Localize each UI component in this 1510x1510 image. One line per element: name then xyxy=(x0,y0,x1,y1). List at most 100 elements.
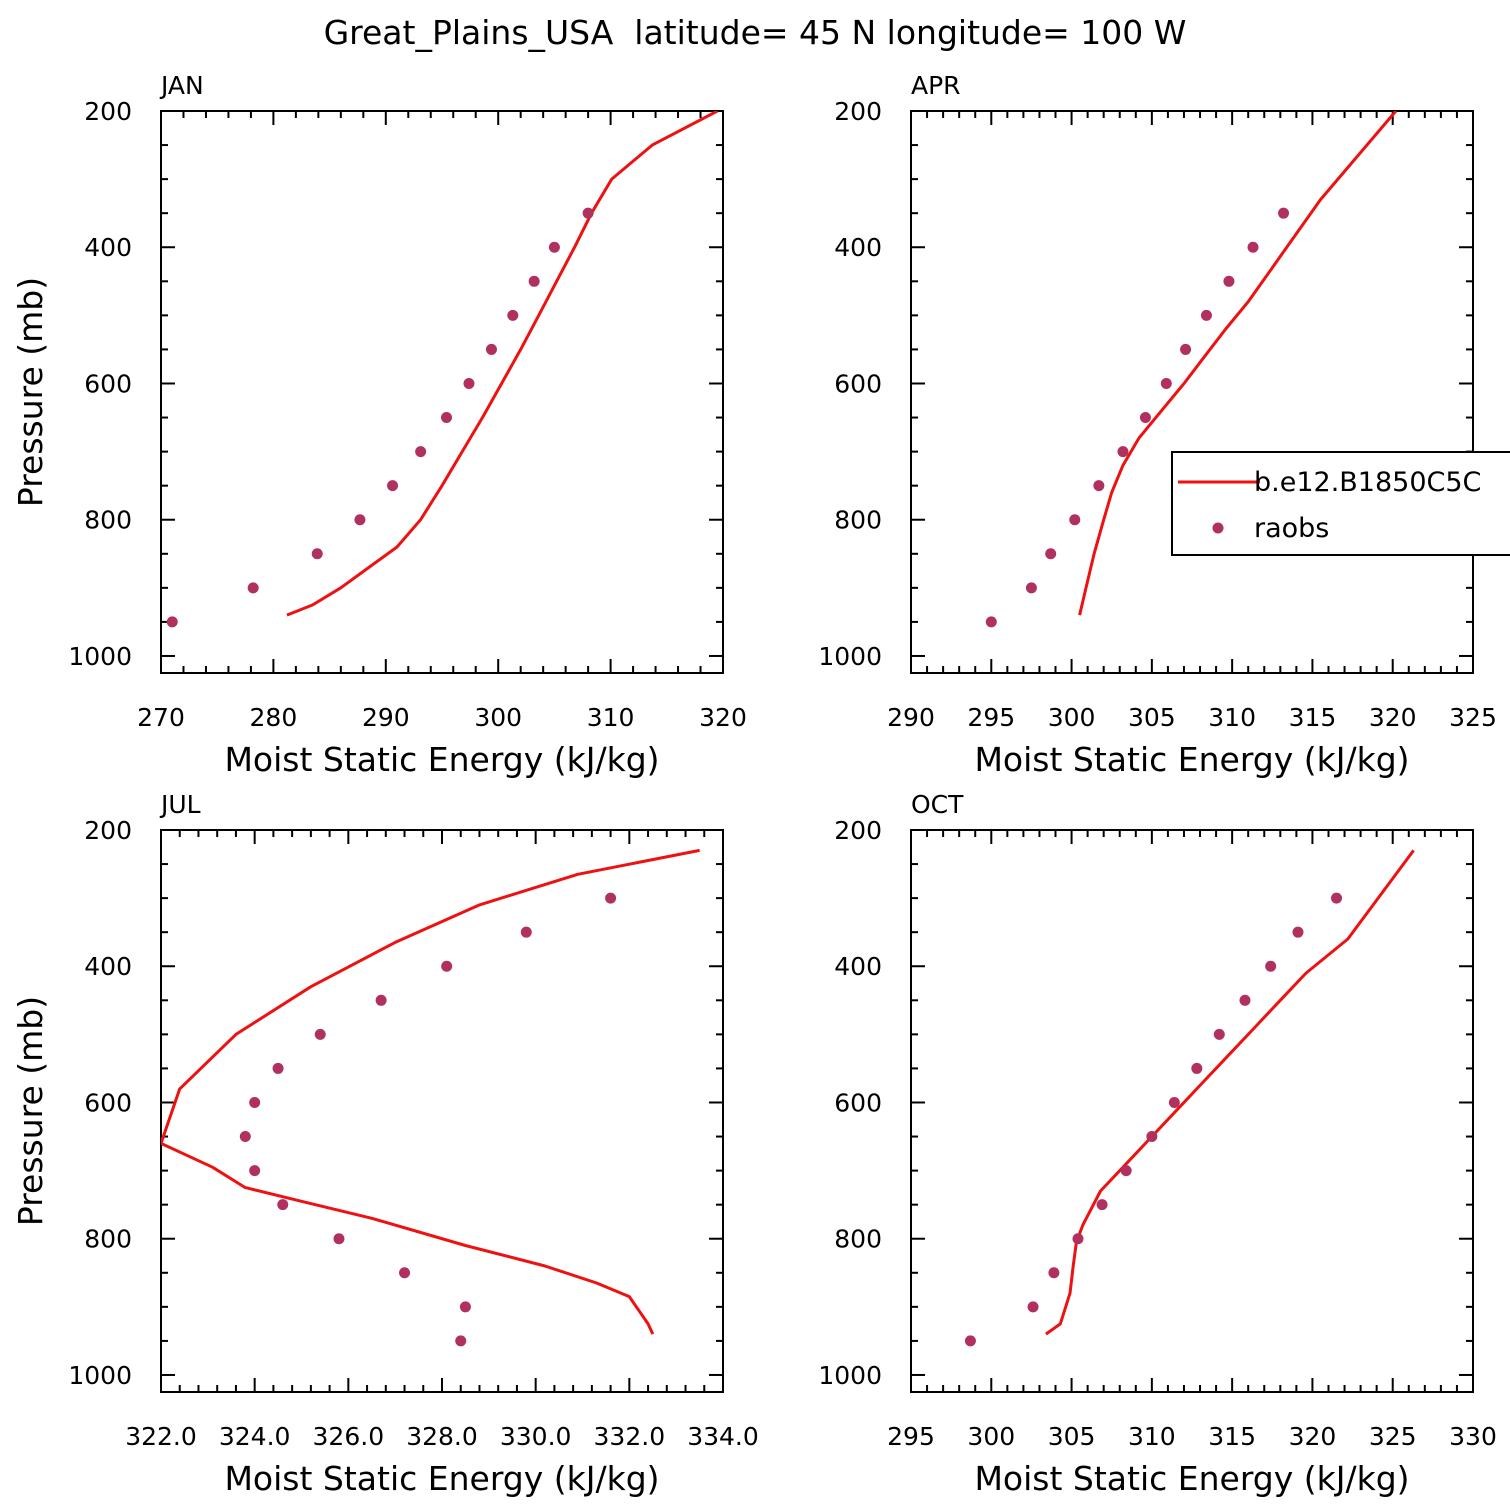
chart-panel-jul: 322.0 324.0 326.0 328.0 330.0 332.0 334.0 200 40… xyxy=(11,790,759,1498)
raobs-point xyxy=(1045,548,1057,560)
x-tick-label: 300 xyxy=(474,703,522,732)
y-tick-label: 400 xyxy=(84,952,132,981)
raobs-point xyxy=(605,892,617,904)
raobs-point xyxy=(1168,1096,1180,1108)
raobs-point xyxy=(485,343,497,355)
legend-label-model: b.e12.B1850C5C xyxy=(1254,467,1481,498)
raobs-point xyxy=(463,377,475,389)
panels: 270 280 290 300 310 320 200 400 600 800 1000 Moist … xyxy=(11,71,1510,1498)
raobs-point xyxy=(1239,994,1251,1006)
x-tick-label: 300 xyxy=(967,1422,1015,1451)
panel-title: JUL xyxy=(159,790,201,819)
x-tick-label: 324.0 xyxy=(219,1422,291,1451)
x-tick-label: 320 xyxy=(1369,703,1417,732)
x-tick-label: 295 xyxy=(967,703,1015,732)
raobs-point xyxy=(455,1335,467,1347)
raobs-point xyxy=(1160,377,1172,389)
x-tick-label: 334.0 xyxy=(687,1422,759,1451)
y-tick-label: 600 xyxy=(84,369,132,398)
raobs-point xyxy=(507,309,519,321)
x-tick-label: 280 xyxy=(250,703,298,732)
plot-frame xyxy=(910,829,1474,1393)
y-tick-label: 200 xyxy=(834,97,882,126)
plot-data xyxy=(985,111,1398,628)
raobs-point xyxy=(520,926,532,938)
raobs-point xyxy=(1139,412,1151,424)
raobs-point xyxy=(1027,1301,1039,1313)
raobs-point xyxy=(1292,926,1304,938)
x-tick-label: 270 xyxy=(137,703,185,732)
raobs-point xyxy=(277,1199,289,1211)
raobs-point xyxy=(1093,480,1105,492)
raobs-point xyxy=(249,1096,261,1108)
y-tick-label: 1000 xyxy=(68,1361,132,1390)
plot-data xyxy=(166,111,719,628)
plot-data xyxy=(964,849,1415,1347)
chart-panel-jan: 270 280 290 300 310 320 200 400 600 800 1000 Moist … xyxy=(11,71,747,779)
raobs-point xyxy=(459,1301,471,1313)
raobs-point xyxy=(548,241,560,253)
y-tick-label: 200 xyxy=(834,816,882,845)
x-tick-label: 326.0 xyxy=(313,1422,385,1451)
raobs-point xyxy=(415,446,427,458)
raobs-point xyxy=(387,480,399,492)
x-axis-label: Moist Static Energy (kJ/kg) xyxy=(224,740,659,779)
raobs-point xyxy=(375,994,387,1006)
x-tick-label: 325 xyxy=(1369,1422,1417,1451)
y-tick-label: 800 xyxy=(834,506,882,535)
raobs-point xyxy=(1069,514,1081,526)
raobs-point xyxy=(528,275,540,287)
plot-frame xyxy=(910,110,1474,674)
x-tick-label: 332.0 xyxy=(594,1422,666,1451)
y-tick-label: 600 xyxy=(84,1088,132,1117)
legend-label-raobs: raobs xyxy=(1254,513,1329,544)
x-axis-label: Moist Static Energy (kJ/kg) xyxy=(974,740,1409,779)
y-tick-label: 1000 xyxy=(68,642,132,671)
raobs-point xyxy=(247,582,259,594)
raobs-point xyxy=(272,1062,284,1074)
chart-panel-oct: 295 300 305 310 315 320 325 330 200 400 600 800 1000… xyxy=(818,790,1496,1498)
x-tick-label: 330.0 xyxy=(500,1422,572,1451)
legend-marker-swatch xyxy=(1212,522,1224,534)
y-tick-label: 400 xyxy=(834,952,882,981)
y-axis-label: Pressure (mb) xyxy=(11,996,50,1226)
x-tick-label: 315 xyxy=(1289,703,1337,732)
y-tick-label: 600 xyxy=(834,1088,882,1117)
raobs-point xyxy=(333,1233,345,1245)
x-tick-label: 310 xyxy=(1208,703,1256,732)
x-tick-label: 320 xyxy=(1289,1422,1337,1451)
raobs-point xyxy=(1200,309,1212,321)
raobs-point xyxy=(964,1335,976,1347)
y-tick-label: 1000 xyxy=(818,1361,882,1390)
plot-frame xyxy=(160,110,724,674)
raobs-point xyxy=(249,1165,261,1177)
x-tick-label: 300 xyxy=(1048,703,1096,732)
raobs-point xyxy=(1180,343,1192,355)
y-tick-label: 600 xyxy=(834,369,882,398)
y-tick-label: 800 xyxy=(84,1225,132,1254)
x-tick-label: 305 xyxy=(1128,703,1176,732)
raobs-point xyxy=(399,1267,411,1279)
raobs-point xyxy=(1247,241,1259,253)
x-axis-label: Moist Static Energy (kJ/kg) xyxy=(974,1459,1409,1498)
legend: b.e12.B1850C5C raobs xyxy=(1171,451,1510,556)
raobs-point xyxy=(354,514,366,526)
y-tick-label: 200 xyxy=(84,97,132,126)
raobs-point xyxy=(1146,1131,1158,1143)
x-tick-label: 310 xyxy=(1128,1422,1176,1451)
model-profile-line xyxy=(286,111,719,617)
panel-title: OCT xyxy=(911,790,964,819)
x-tick-label: 315 xyxy=(1208,1422,1256,1451)
raobs-point xyxy=(440,412,452,424)
raobs-point xyxy=(1117,446,1129,458)
raobs-point xyxy=(441,960,453,972)
y-tick-label: 400 xyxy=(84,233,132,262)
x-axis-label: Moist Static Energy (kJ/kg) xyxy=(224,1459,659,1498)
panel-title: APR xyxy=(911,71,961,100)
raobs-point xyxy=(1072,1233,1084,1245)
raobs-point xyxy=(314,1028,326,1040)
raobs-point xyxy=(1120,1165,1132,1177)
x-tick-label: 290 xyxy=(362,703,410,732)
legend-box xyxy=(1171,451,1510,556)
